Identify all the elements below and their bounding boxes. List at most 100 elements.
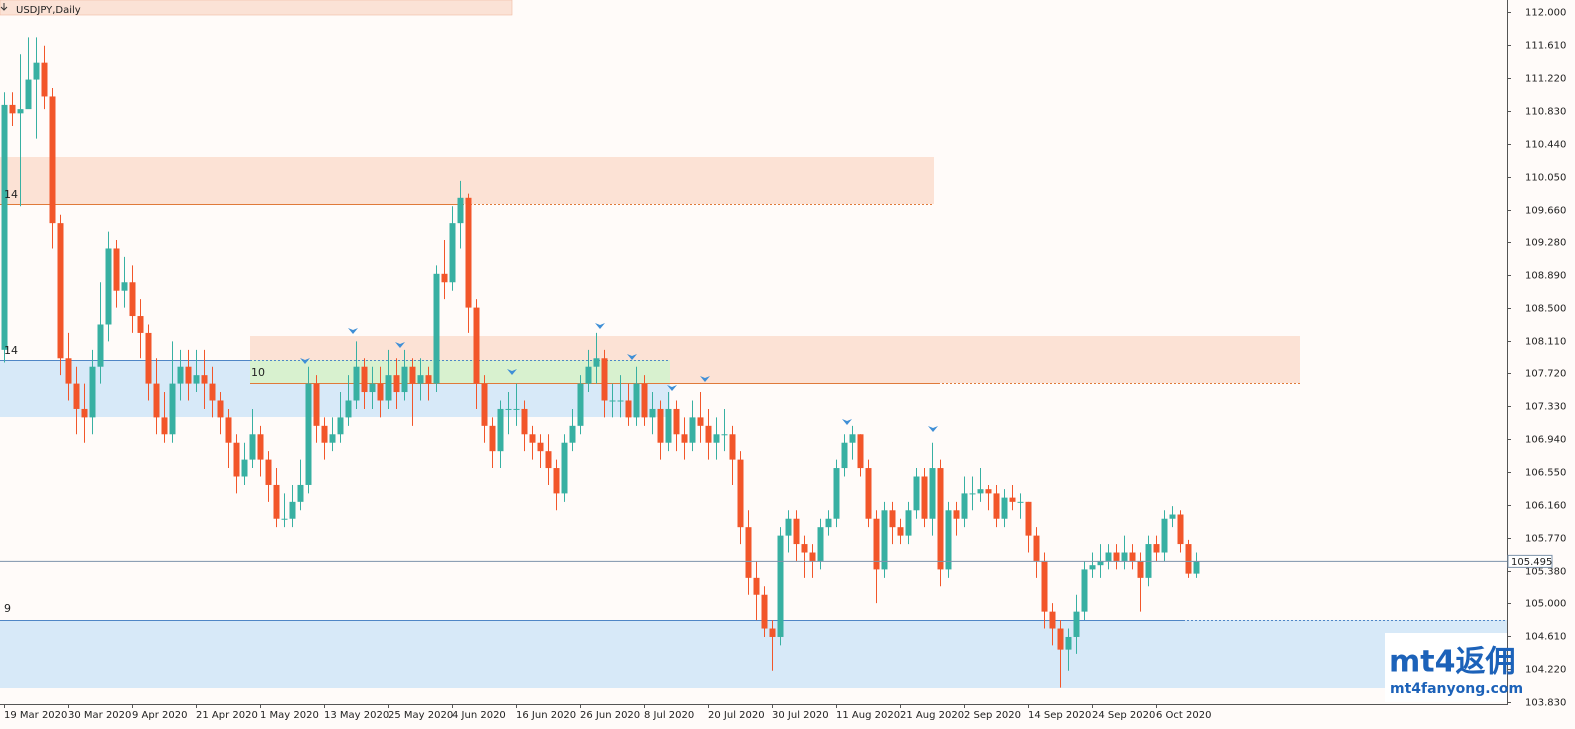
annotation: 10 bbox=[251, 366, 265, 379]
candle-body bbox=[625, 400, 632, 418]
candle-body bbox=[33, 62, 40, 80]
candle-body bbox=[873, 518, 880, 570]
fractal-arrow bbox=[300, 358, 310, 364]
candle-body bbox=[1001, 497, 1008, 519]
y-tick-label: 106.940 bbox=[1525, 435, 1566, 446]
x-tick-label: 26 Jun 2020 bbox=[580, 710, 640, 721]
candle-body bbox=[1113, 552, 1120, 561]
candles bbox=[1, 37, 1200, 688]
x-tick-label: 4 Jun 2020 bbox=[452, 710, 506, 721]
candle-body bbox=[553, 468, 560, 494]
candle-body bbox=[937, 468, 944, 570]
candle-body bbox=[361, 366, 368, 393]
fractal-arrow bbox=[928, 426, 938, 432]
y-tick-label: 106.550 bbox=[1525, 468, 1566, 479]
candle-body bbox=[401, 366, 408, 393]
candle-body bbox=[585, 366, 592, 384]
candle-body bbox=[985, 489, 992, 494]
x-tick-label: 2 Sep 2020 bbox=[964, 710, 1021, 721]
candle-body bbox=[857, 434, 864, 469]
candle-body bbox=[73, 383, 80, 409]
candle-body bbox=[961, 493, 968, 519]
x-tick-label: 6 Oct 2020 bbox=[1156, 710, 1211, 721]
candle-body bbox=[633, 383, 640, 418]
candle-body bbox=[569, 425, 576, 443]
candle-body bbox=[713, 434, 720, 443]
annotation: 9 bbox=[4, 602, 11, 615]
y-tick-label: 105.770 bbox=[1525, 534, 1566, 545]
candle-body bbox=[769, 628, 776, 637]
candle-body bbox=[41, 62, 48, 97]
candle-body bbox=[193, 375, 200, 384]
candle-body bbox=[745, 527, 752, 578]
candle-body bbox=[865, 468, 872, 519]
candle-body bbox=[289, 501, 296, 519]
candle-body bbox=[281, 518, 288, 520]
candle-body bbox=[457, 197, 464, 224]
x-tick-label: 24 Sep 2020 bbox=[1092, 710, 1155, 721]
annotation: 14 bbox=[4, 344, 18, 357]
candle-body bbox=[1057, 628, 1064, 650]
candle-body bbox=[1129, 552, 1136, 561]
candle-body bbox=[1193, 561, 1200, 574]
x-tick-label: 30 Mar 2020 bbox=[68, 710, 131, 721]
candle-body bbox=[577, 383, 584, 426]
candle-body bbox=[105, 248, 112, 325]
candle-body bbox=[1065, 636, 1072, 650]
x-tick-label: 25 May 2020 bbox=[388, 710, 453, 721]
candle-body bbox=[337, 417, 344, 435]
zones bbox=[0, 0, 1507, 688]
price-label-box bbox=[1507, 554, 1553, 568]
fractal-arrow bbox=[348, 328, 358, 334]
candle-body bbox=[1185, 544, 1192, 574]
candle-body bbox=[817, 527, 824, 561]
candle-body bbox=[1089, 565, 1096, 570]
candle-body bbox=[1137, 560, 1144, 578]
y-tick-label: 103.830 bbox=[1525, 698, 1566, 709]
x-tick-label: 14 Sep 2020 bbox=[1028, 710, 1091, 721]
candle-body bbox=[9, 104, 16, 114]
zone bbox=[0, 620, 1507, 688]
fractal-arrow bbox=[700, 376, 710, 382]
candle-body bbox=[225, 417, 232, 443]
x-tick-label: 20 Jul 2020 bbox=[708, 710, 765, 721]
candle-body bbox=[545, 451, 552, 469]
candle-body bbox=[785, 518, 792, 536]
candle-body bbox=[737, 459, 744, 528]
candle-body bbox=[641, 383, 648, 418]
candle-body bbox=[57, 223, 64, 359]
candle-body bbox=[1017, 501, 1024, 503]
fractal-arrow bbox=[395, 342, 405, 348]
candle-body bbox=[121, 282, 128, 291]
y-tick-label: 110.830 bbox=[1525, 107, 1566, 118]
candle-body bbox=[81, 408, 88, 418]
candle-body bbox=[233, 442, 240, 477]
price-label: 105.495 bbox=[1511, 557, 1552, 568]
fractal-arrow bbox=[507, 369, 517, 375]
y-tick-label: 107.330 bbox=[1525, 402, 1566, 413]
candle-body bbox=[489, 425, 496, 452]
candle-body bbox=[449, 223, 456, 283]
candle-body bbox=[185, 366, 192, 384]
candle-body bbox=[113, 248, 120, 291]
candle-body bbox=[617, 400, 624, 402]
candle-body bbox=[753, 577, 760, 595]
candle-body bbox=[425, 375, 432, 384]
candle-body bbox=[825, 518, 832, 528]
candle-body bbox=[993, 493, 1000, 519]
candle-body bbox=[1105, 552, 1112, 561]
candle-body bbox=[353, 366, 360, 401]
candle-body bbox=[385, 375, 392, 401]
candle-body bbox=[689, 417, 696, 443]
axis-ticks: 112.000 111.610 111.220 110.830 110.440 110.0… bbox=[4, 8, 1566, 721]
candle-body bbox=[721, 434, 728, 436]
candle-body bbox=[849, 434, 856, 443]
candle-body bbox=[297, 484, 304, 502]
candle-body bbox=[897, 527, 904, 536]
candle-body bbox=[393, 375, 400, 393]
candle-body bbox=[129, 282, 136, 317]
candle-body bbox=[1081, 569, 1088, 612]
x-tick-label: 30 Jul 2020 bbox=[772, 710, 829, 721]
candle-body bbox=[25, 79, 32, 110]
